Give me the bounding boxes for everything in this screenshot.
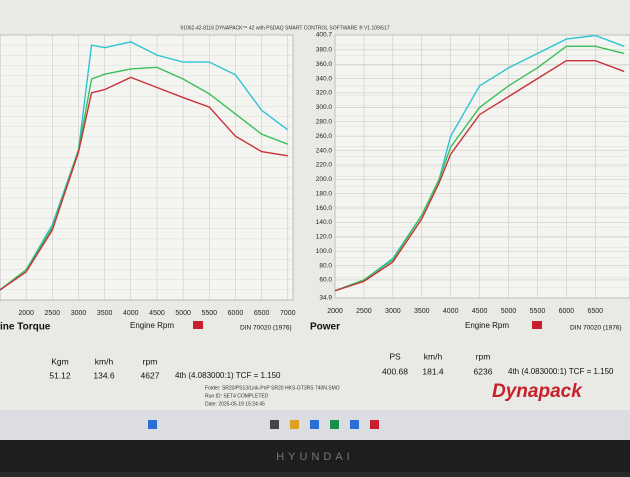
x-tick-label: 4500 bbox=[472, 308, 488, 315]
x-tick-label: 5000 bbox=[501, 308, 517, 315]
run-info: Date: 2025-05-19 15:24:45 bbox=[205, 401, 265, 407]
app-icon bbox=[290, 420, 299, 429]
y-tick-label: 240.0 bbox=[316, 147, 333, 154]
series-line bbox=[0, 41, 289, 291]
x-tick-label: 4000 bbox=[123, 310, 139, 317]
axis-icon bbox=[532, 321, 542, 329]
readout-label: Kgm bbox=[51, 356, 68, 366]
y-tick-label: 140.0 bbox=[316, 219, 333, 226]
run-info: Run ID: SET4 COMPLETED bbox=[205, 393, 269, 399]
x-axis-label: Engine Rpm bbox=[130, 321, 174, 330]
x-tick-label: 5000 bbox=[175, 310, 191, 317]
y-tick-label: 180.0 bbox=[316, 190, 333, 197]
app-icon bbox=[310, 420, 319, 429]
y-tick-label: 80.0 bbox=[319, 262, 332, 269]
y-tick-label: 320.0 bbox=[316, 90, 333, 97]
readout-value: 181.4 bbox=[422, 366, 444, 376]
app-icon bbox=[370, 420, 379, 429]
y-tick-label: 160.0 bbox=[316, 205, 333, 212]
x-tick-label: 6000 bbox=[559, 308, 575, 315]
x-tick-label: 5500 bbox=[530, 308, 546, 315]
readout-label: rpm bbox=[476, 351, 491, 361]
axis-note: DIN 70020 (1976) bbox=[240, 325, 292, 332]
y-tick-label: 400.7 bbox=[316, 32, 333, 39]
y-tick-label: 300.0 bbox=[316, 104, 333, 111]
series-line bbox=[0, 76, 288, 291]
series-line bbox=[334, 34, 625, 292]
readout-value: 4627 bbox=[141, 370, 160, 380]
readout-value: 400.68 bbox=[382, 366, 408, 376]
y-tick-label: 34.9 bbox=[319, 295, 332, 302]
run-info: Folder: SR20/PS13/Link-PnP SR20 HKS-GT3R… bbox=[205, 385, 340, 391]
readout-label: km/h bbox=[95, 356, 114, 366]
series-line bbox=[334, 59, 625, 292]
x-tick-label: 5500 bbox=[201, 310, 217, 317]
chart-title: Power bbox=[310, 322, 340, 333]
y-tick-label: 260.0 bbox=[316, 133, 333, 140]
x-tick-label: 6500 bbox=[588, 308, 604, 315]
y-tick-label: 60.0 bbox=[319, 277, 332, 284]
y-tick-label: 340.0 bbox=[316, 75, 333, 82]
start-icon bbox=[148, 420, 157, 429]
x-tick-label: 2500 bbox=[45, 310, 61, 317]
brand: HYUNDAI bbox=[276, 451, 354, 463]
app-icon bbox=[330, 420, 339, 429]
x-tick-label: 3500 bbox=[414, 308, 430, 315]
header: 91062-42-8116 DYNAPACK™ 42 with PSDAQ SM… bbox=[180, 24, 389, 31]
readout-label: km/h bbox=[424, 351, 443, 361]
x-tick-label: 2000 bbox=[18, 310, 34, 317]
logo: Dynapack bbox=[492, 381, 583, 402]
x-tick-label: 4000 bbox=[443, 308, 459, 315]
readout-gear: 4th (4.083000:1) TCF = 1.150 bbox=[508, 367, 614, 376]
chart-title: ine Torque bbox=[0, 322, 51, 333]
y-tick-label: 380.0 bbox=[316, 47, 333, 54]
x-tick-label: 6000 bbox=[228, 310, 244, 317]
y-tick-label: 360.0 bbox=[316, 61, 333, 68]
y-tick-label: 220.0 bbox=[316, 162, 333, 169]
taskbar-icons bbox=[148, 420, 379, 429]
y-tick-label: 280.0 bbox=[316, 118, 333, 125]
x-axis-label: Engine Rpm bbox=[465, 321, 509, 330]
y-tick-label: 100.0 bbox=[316, 248, 333, 255]
x-tick-label: 7000 bbox=[280, 310, 296, 317]
axis-icon bbox=[193, 321, 203, 329]
readout-value: 134.6 bbox=[93, 370, 115, 380]
x-tick-label: 6500 bbox=[254, 310, 270, 317]
readout-label: rpm bbox=[143, 356, 158, 366]
app-icon bbox=[270, 420, 279, 429]
app-icon bbox=[350, 420, 359, 429]
bezel bbox=[0, 440, 630, 472]
series-line bbox=[334, 45, 625, 292]
readout-label: PS bbox=[389, 351, 401, 361]
y-tick-label: 120.0 bbox=[316, 234, 333, 241]
x-tick-label: 3000 bbox=[71, 310, 87, 317]
readout-value: 51.12 bbox=[49, 370, 71, 380]
x-tick-label: 3500 bbox=[97, 310, 113, 317]
readout-value: 6236 bbox=[474, 366, 493, 376]
x-tick-label: 2000 bbox=[327, 308, 343, 315]
readout-gear: 4th (4.083000:1) TCF = 1.150 bbox=[175, 371, 281, 380]
x-tick-label: 3000 bbox=[385, 308, 401, 315]
x-tick-label: 4500 bbox=[149, 310, 165, 317]
axis-note: DIN 70020 (1976) bbox=[570, 325, 622, 332]
x-tick-label: 2500 bbox=[356, 308, 372, 315]
y-tick-label: 200.0 bbox=[316, 176, 333, 183]
